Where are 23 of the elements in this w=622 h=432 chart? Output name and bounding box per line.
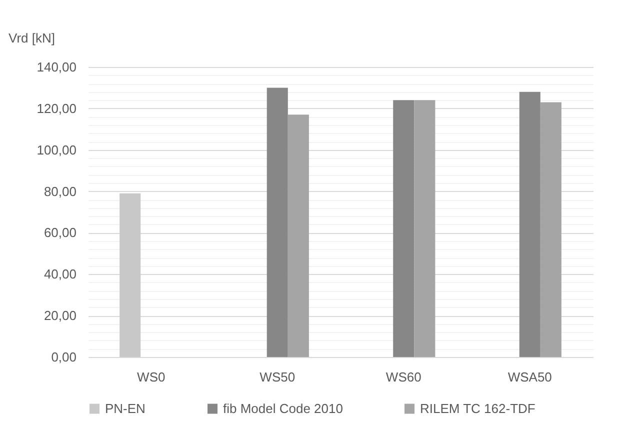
x-tick-label: WS60 [386, 370, 422, 384]
legend-label: fib Model Code 2010 [223, 400, 343, 416]
bar [120, 193, 141, 357]
y-tick-label: 40,00 [44, 266, 76, 282]
bar [519, 92, 540, 357]
y-tick-label: 120,00 [36, 100, 76, 116]
bar [414, 100, 436, 357]
y-tick-label: 140,00 [36, 60, 76, 74]
y-tick-label: 60,00 [44, 225, 76, 240]
bar [393, 100, 414, 357]
bar [540, 102, 562, 357]
legend-label: PN-EN [105, 400, 146, 416]
bar [288, 114, 309, 357]
y-tick-label: 100,00 [36, 142, 76, 158]
legend-label: RILEM TC 162-TDF [420, 400, 536, 416]
y-tick-label: 0,00 [51, 350, 76, 364]
bar [266, 88, 288, 357]
y-tick-label: 80,00 [44, 184, 76, 199]
x-tick-label: WS50 [260, 370, 296, 384]
x-tick-label: WS0 [137, 370, 166, 384]
x-tick-label: WSA50 [508, 370, 552, 384]
y-tick-label: 20,00 [44, 308, 76, 324]
y-axis-title: Vrd [kN] [8, 30, 55, 46]
